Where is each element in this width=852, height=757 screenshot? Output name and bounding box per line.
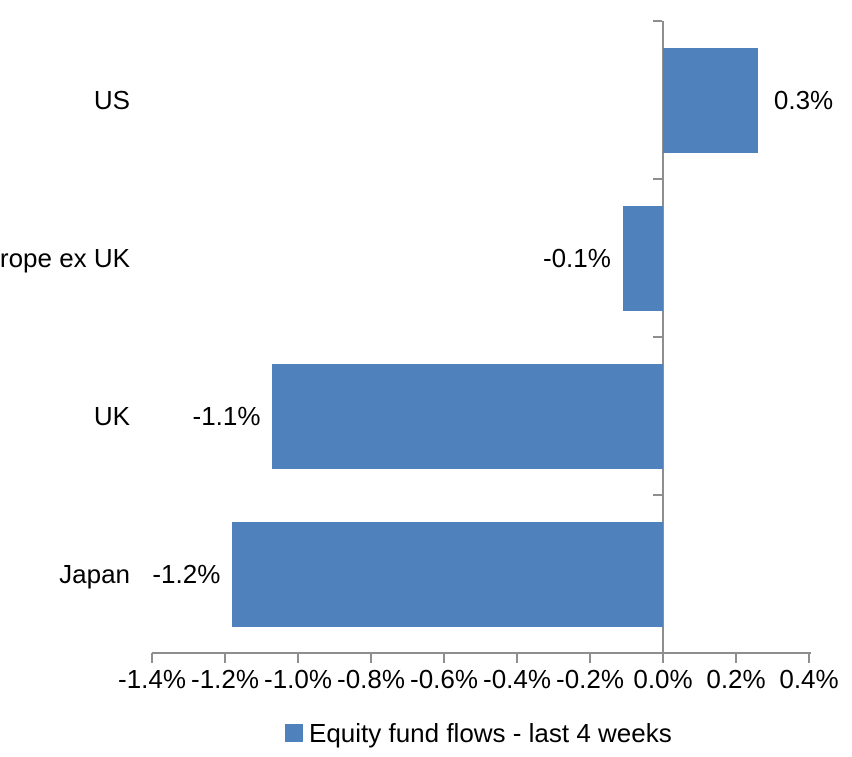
x-axis-tick [151, 653, 153, 663]
x-axis-tick [443, 653, 445, 663]
data-label-europe-ex-uk: -0.1% [542, 243, 611, 273]
x-axis-tick [662, 653, 664, 663]
x-tick-label: -0.6% [410, 664, 478, 694]
category-label-europe-ex-uk: Europe ex UK [0, 243, 130, 273]
x-axis-tick [297, 653, 299, 663]
x-axis-tick [808, 653, 810, 663]
x-tick-label: -0.4% [483, 664, 551, 694]
x-tick-label: 0.4% [779, 664, 839, 694]
category-boundary-tick [653, 20, 662, 22]
data-label-japan: -1.2% [152, 559, 221, 589]
x-tick-label: -1.0% [264, 664, 332, 694]
bar-us [663, 47, 758, 153]
x-axis-tick [224, 653, 226, 663]
bar-japan [232, 521, 663, 627]
category-label-uk: UK [93, 401, 130, 431]
category-boundary-tick [653, 336, 662, 338]
x-axis-line [152, 652, 811, 654]
x-tick-label: -1.4% [118, 664, 186, 694]
legend-marker-icon [285, 724, 303, 742]
x-axis-tick [589, 653, 591, 663]
legend-label: Equity fund flows - last 4 weeks [309, 718, 672, 748]
bar-europe-ex-uk [622, 205, 663, 311]
x-axis-tick [735, 653, 737, 663]
x-tick-label: -1.2% [191, 664, 259, 694]
data-label-uk: -1.1% [192, 401, 261, 431]
x-tick-label: 0.2% [706, 664, 766, 694]
zero-axis-line [662, 21, 664, 653]
x-tick-label: -0.8% [337, 664, 405, 694]
category-label-japan: Japan [59, 559, 130, 589]
x-tick-label: 0.0% [633, 664, 693, 694]
x-axis-tick [516, 653, 518, 663]
bar-uk [272, 363, 663, 469]
category-label-us: US [93, 85, 130, 115]
x-tick-label: -0.2% [556, 664, 624, 694]
legend: Equity fund flows - last 4 weeks [285, 718, 672, 748]
data-label-us: 0.3% [773, 85, 834, 115]
category-boundary-tick [653, 494, 662, 496]
x-axis-tick [370, 653, 372, 663]
category-boundary-tick [653, 178, 662, 180]
